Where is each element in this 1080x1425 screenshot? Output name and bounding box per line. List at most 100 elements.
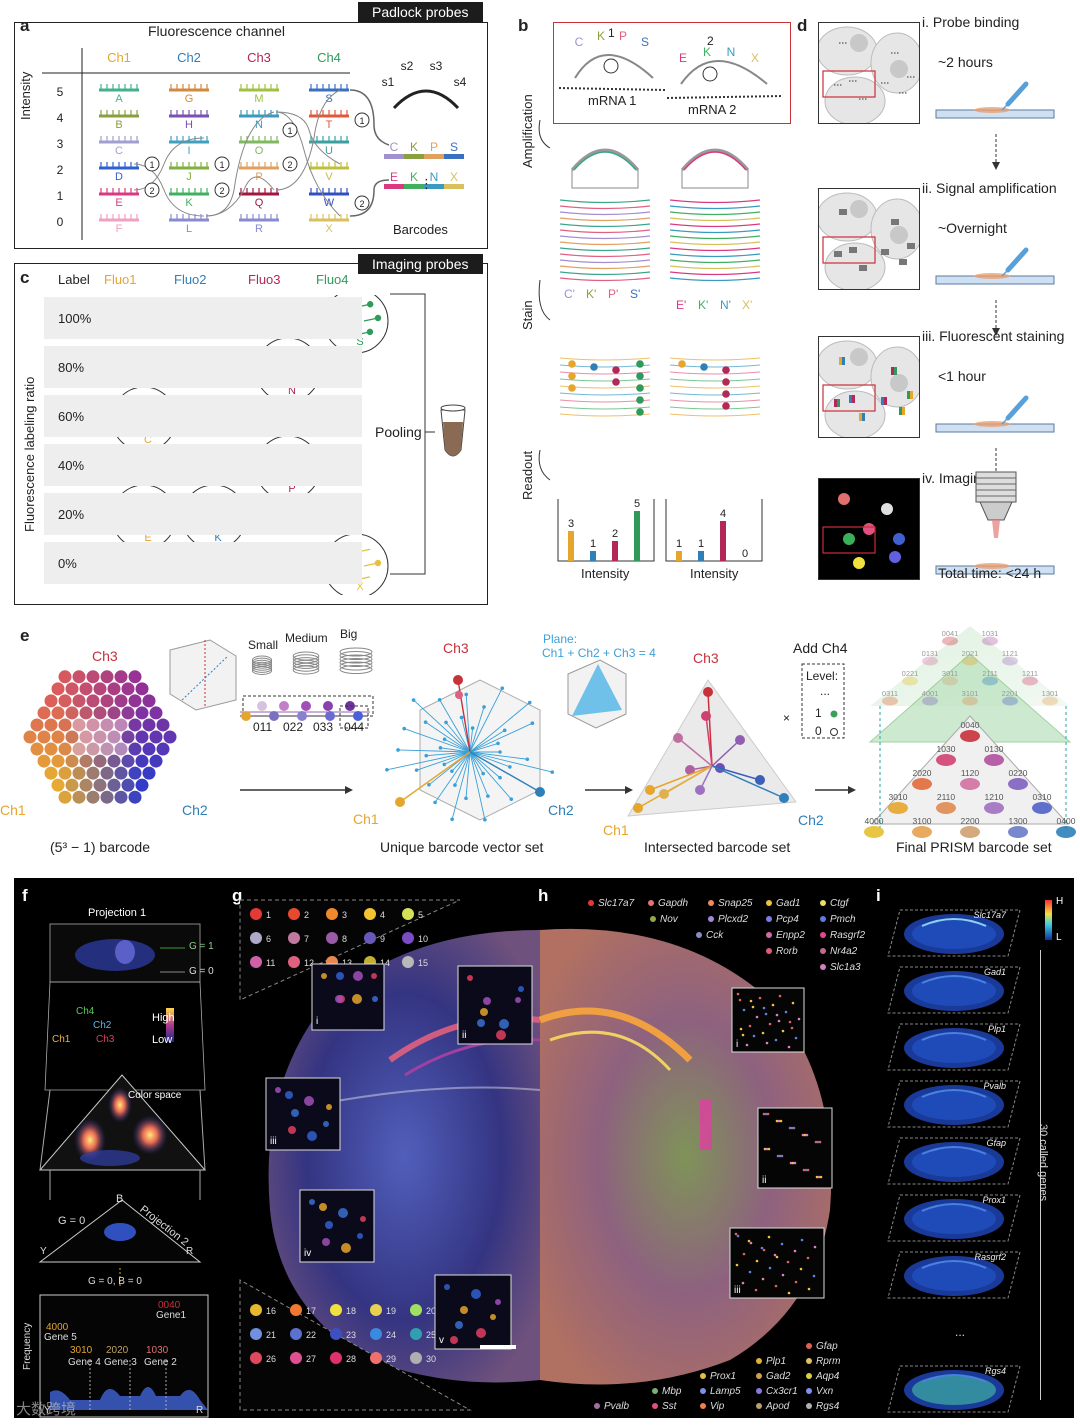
f-r-label: R bbox=[186, 1246, 194, 1257]
h-inset-iii: iii bbox=[729, 1227, 825, 1299]
pooling-bracket bbox=[390, 293, 466, 575]
barcodes-ellipsis: ⋮ bbox=[420, 176, 433, 191]
rca1-letter: S' bbox=[630, 287, 641, 301]
gene-color-dot bbox=[806, 1343, 812, 1350]
spot-22: 22 bbox=[290, 1328, 316, 1340]
svg-text:S: S bbox=[641, 35, 649, 49]
gene-name: Cck bbox=[706, 930, 724, 941]
panel-f-diagram bbox=[38, 923, 209, 1418]
barcode-vector bbox=[465, 694, 471, 753]
barcode-dot bbox=[65, 730, 79, 744]
gene-code: 0040 bbox=[158, 1300, 181, 1311]
fluor-fluo3: Fluo3 bbox=[248, 272, 281, 287]
probe-binding-diagram: C K P SE K N X bbox=[558, 29, 784, 99]
step-title-1: i. Probe binding bbox=[922, 14, 1020, 30]
gene-color-dot bbox=[766, 916, 772, 923]
probe-D: D bbox=[99, 162, 139, 183]
svg-text:A: A bbox=[115, 93, 123, 105]
gene-name: Pcp4 bbox=[776, 914, 799, 925]
slide-1 bbox=[935, 81, 1055, 119]
svg-text:i: i bbox=[316, 1016, 318, 1027]
svg-text:19: 19 bbox=[386, 1306, 396, 1316]
panel-g-label: g bbox=[232, 886, 243, 905]
panel-c-label: c bbox=[20, 268, 30, 287]
h-gene-nov: Nov bbox=[650, 914, 678, 925]
e-ch2-b: Ch2 bbox=[548, 802, 574, 818]
channel-header: Fluorescence channel bbox=[148, 23, 285, 39]
intersect-point bbox=[685, 765, 695, 775]
step-time-1: ~2 hours bbox=[938, 54, 993, 70]
spot-9: 9 bbox=[364, 932, 385, 944]
gene-color-dot bbox=[756, 1388, 762, 1395]
h-gene-gad1: Gad1 bbox=[766, 898, 800, 909]
final-barcode-dot bbox=[960, 730, 980, 742]
scale-bar-gradient bbox=[1045, 900, 1052, 940]
h-gene-apod: Apod bbox=[756, 1401, 789, 1412]
final-code-upper: 1301 bbox=[1042, 689, 1059, 698]
barcode-dot bbox=[156, 742, 170, 756]
readout2-xlabel: Intensity bbox=[690, 566, 739, 581]
gene-name: Gene 3 bbox=[104, 1357, 137, 1368]
barcode-dot bbox=[107, 706, 121, 720]
spot-27: 27 bbox=[290, 1352, 316, 1364]
mrna1-label: mRNA 1 bbox=[588, 93, 637, 108]
svg-text:E: E bbox=[679, 51, 687, 65]
gene-color-dot bbox=[766, 900, 772, 907]
probe-B: B bbox=[99, 110, 139, 131]
h-gene-prox1: Prox1 bbox=[700, 1371, 736, 1382]
h-gene-gad2: Gad2 bbox=[756, 1371, 790, 1382]
ratio-label: 40% bbox=[58, 458, 85, 473]
barcode-dot bbox=[142, 766, 156, 780]
intersect-point bbox=[695, 785, 705, 795]
barcode-dot bbox=[51, 754, 65, 768]
final-code: 2020 bbox=[913, 768, 932, 778]
rca-product bbox=[669, 148, 761, 282]
svg-text:23: 23 bbox=[346, 1330, 356, 1340]
panel-c-frame bbox=[14, 263, 488, 605]
probe-H: H bbox=[169, 110, 209, 131]
svg-text:8: 8 bbox=[342, 934, 347, 944]
barcode-vector bbox=[454, 751, 471, 786]
gene-name: Mbp bbox=[662, 1386, 682, 1397]
svg-text:J: J bbox=[186, 171, 192, 183]
ratio-row-band bbox=[44, 297, 362, 339]
i-gene-label: Gfap bbox=[986, 1138, 1006, 1148]
barcode-dot bbox=[72, 766, 86, 780]
barcode-vector bbox=[439, 699, 471, 753]
gene-color-dot bbox=[700, 1403, 706, 1410]
slide-4 bbox=[935, 563, 1055, 575]
barcode-dot bbox=[128, 790, 142, 804]
barcode-dot bbox=[128, 766, 142, 780]
svg-text:X: X bbox=[751, 51, 759, 65]
gene-color-dot bbox=[708, 916, 714, 923]
svg-text:29: 29 bbox=[386, 1354, 396, 1364]
h-gene-snap25: Snap25 bbox=[708, 898, 752, 909]
h-gene-rgs4: Rgs4 bbox=[806, 1401, 839, 1412]
i-ellipsis: ... bbox=[955, 1325, 966, 1339]
readout1-xlabel: Intensity bbox=[581, 566, 630, 581]
svg-text:H: H bbox=[185, 119, 193, 131]
segment-s2: s2 bbox=[401, 59, 414, 73]
i-gene-label: Prox1 bbox=[982, 1195, 1006, 1205]
svg-text:W: W bbox=[324, 197, 335, 209]
barcode-dot bbox=[37, 730, 51, 744]
gene-name: Ctgf bbox=[830, 898, 849, 909]
e-ch1-c: Ch1 bbox=[603, 822, 629, 838]
svg-text:R: R bbox=[255, 223, 263, 235]
final-barcode-dot bbox=[1032, 802, 1052, 814]
g0b0-label: G = 0, B = 0 bbox=[88, 1276, 142, 1287]
svg-text:C: C bbox=[115, 145, 123, 157]
barcode-dot bbox=[79, 778, 93, 792]
barcode-dot bbox=[100, 742, 114, 756]
final-barcode-dot bbox=[912, 778, 932, 790]
svg-text:O: O bbox=[255, 145, 264, 157]
barcode-dot bbox=[58, 742, 72, 756]
barcode-vector bbox=[469, 751, 512, 800]
spot-6: 6 bbox=[250, 932, 271, 944]
gene-name: Gapdh bbox=[658, 898, 689, 909]
svg-text:S: S bbox=[356, 336, 363, 348]
final-code: 0040 bbox=[961, 720, 980, 730]
barcode-dot bbox=[135, 754, 149, 768]
e-ch3-b: Ch3 bbox=[443, 640, 469, 656]
